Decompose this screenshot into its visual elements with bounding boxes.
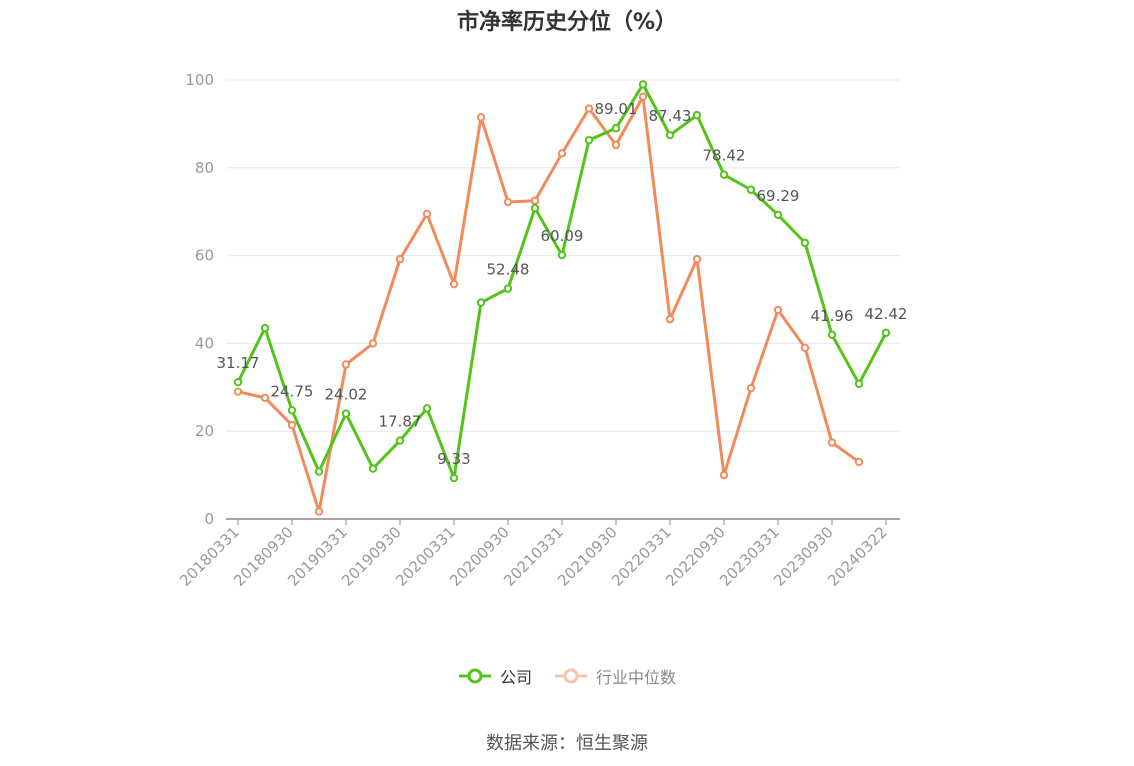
legend-company-marker-icon (458, 668, 491, 684)
company-data-point[interactable] (854, 379, 864, 388)
company-data-point[interactable] (449, 473, 459, 483)
company-data-point[interactable] (503, 284, 513, 293)
company-data-point[interactable] (476, 298, 486, 307)
y-tick-label: 20 (195, 422, 214, 440)
data-label: 42.42 (865, 305, 908, 323)
industry-data-point[interactable] (746, 383, 756, 393)
company-data-point[interactable] (260, 323, 270, 333)
y-tick-label: 40 (195, 334, 214, 352)
company-data-point[interactable] (341, 409, 351, 418)
company-data-point[interactable] (557, 251, 567, 260)
data-label: 60.09 (541, 227, 584, 245)
industry-data-point[interactable] (314, 507, 324, 516)
legend-item-company[interactable]: 公司 (458, 664, 532, 688)
data-label: 52.48 (487, 261, 530, 279)
industry-data-point[interactable] (611, 140, 621, 150)
data-label: 17.87 (379, 413, 422, 431)
industry-data-point[interactable] (692, 254, 702, 264)
industry-data-point[interactable] (503, 197, 513, 207)
data-label: 24.75 (271, 382, 314, 400)
industry-data-point[interactable] (476, 113, 486, 122)
chart-title: 市净率历史分位（%） (456, 10, 678, 35)
y-tick-label: 0 (204, 510, 214, 528)
y-tick-label: 80 (195, 159, 214, 177)
industry-data-point[interactable] (584, 104, 594, 113)
legend-label-company: 公司 (499, 668, 532, 687)
company-data-point[interactable] (800, 238, 810, 248)
company-data-point[interactable] (881, 328, 891, 337)
company-data-point[interactable] (692, 110, 702, 120)
industry-data-point[interactable] (287, 420, 297, 430)
industry-data-point[interactable] (719, 470, 729, 480)
company-data-point[interactable] (665, 130, 675, 140)
company-data-point[interactable] (611, 124, 621, 133)
data-label: 78.42 (703, 147, 746, 165)
industry-series-line (237, 95, 860, 514)
data-label: 9.33 (437, 450, 470, 468)
industry-data-point[interactable] (827, 438, 837, 447)
company-data-point[interactable] (422, 404, 432, 413)
company-data-point[interactable] (368, 464, 378, 473)
industry-data-point[interactable] (557, 149, 567, 158)
industry-data-point[interactable] (773, 305, 783, 315)
industry-data-point[interactable] (260, 393, 270, 403)
series-lines (233, 80, 891, 516)
company-data-point[interactable] (827, 330, 837, 339)
data-label: 31.17 (217, 354, 260, 372)
company-data-point[interactable] (638, 80, 648, 89)
legend-label-industry: 行业中位数 (596, 668, 677, 687)
legend: 公司 行业中位数 (0, 664, 1134, 688)
y-tick-label: 100 (185, 71, 214, 89)
data-label: 69.29 (757, 187, 800, 205)
company-data-point[interactable] (746, 185, 756, 194)
data-source: 数据来源：恒生聚源 (486, 733, 648, 754)
industry-data-point[interactable] (800, 343, 810, 352)
industry-data-point[interactable] (638, 92, 648, 101)
company-data-point[interactable] (233, 377, 243, 387)
legend-item-industry[interactable]: 行业中位数 (554, 664, 676, 688)
data-labels: 31.17 24.75 24.02 17.87 9.33 52.48 60.09 89.01 8… (217, 100, 908, 468)
industry-data-point[interactable] (341, 360, 351, 369)
industry-data-point[interactable] (665, 315, 675, 324)
company-data-point[interactable] (287, 406, 297, 415)
data-label: 87.43 (649, 107, 692, 125)
industry-data-point[interactable] (368, 339, 378, 348)
company-data-point[interactable] (530, 203, 540, 213)
company-data-point[interactable] (395, 436, 405, 445)
industry-data-point[interactable] (233, 387, 243, 396)
company-data-point[interactable] (773, 210, 783, 220)
industry-data-point[interactable] (854, 457, 864, 467)
industry-data-point[interactable] (422, 209, 432, 219)
data-label: 89.01 (595, 100, 638, 118)
company-data-point[interactable] (584, 135, 594, 145)
legend-industry-marker-icon (555, 668, 587, 684)
industry-data-point[interactable] (395, 254, 405, 264)
company-data-point[interactable] (314, 467, 324, 476)
company-data-point[interactable] (719, 170, 729, 179)
industry-data-point[interactable] (530, 196, 540, 205)
data-label: 24.02 (325, 386, 368, 404)
data-label: 41.96 (811, 307, 854, 325)
y-tick-label: 60 (195, 247, 214, 265)
x-tick-label: 20240322 (824, 523, 891, 590)
industry-data-point[interactable] (449, 279, 459, 289)
